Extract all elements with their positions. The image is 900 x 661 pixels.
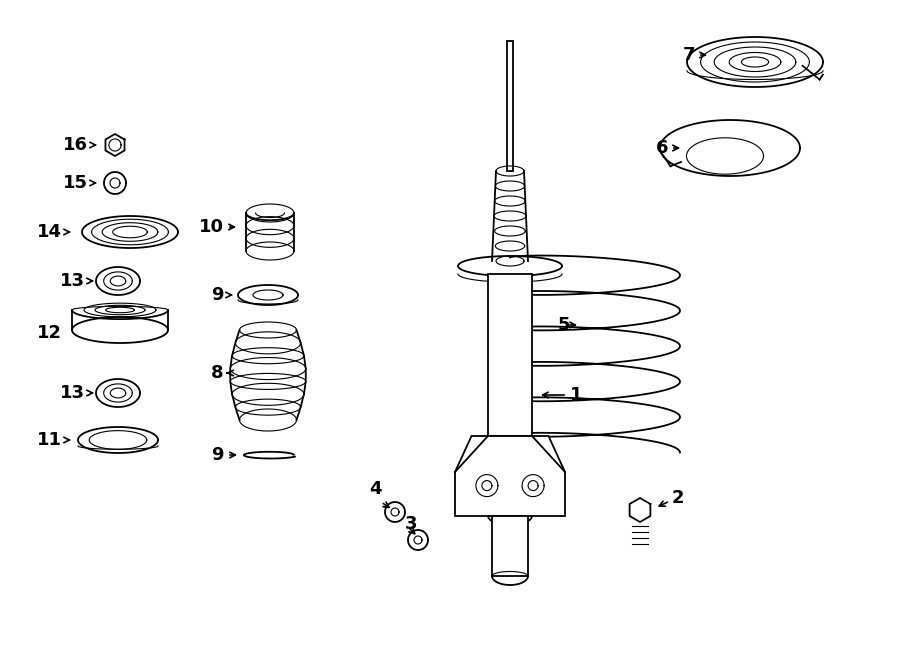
Text: 7: 7 xyxy=(682,46,695,64)
Bar xyxy=(492,516,528,576)
Text: 3: 3 xyxy=(405,515,418,533)
Text: 16: 16 xyxy=(63,136,88,154)
Text: 5: 5 xyxy=(557,316,570,334)
Text: 10: 10 xyxy=(199,218,224,236)
Polygon shape xyxy=(455,436,565,516)
Text: 13: 13 xyxy=(60,384,85,402)
Bar xyxy=(507,41,513,171)
Text: 13: 13 xyxy=(60,272,85,290)
Text: 1: 1 xyxy=(570,386,582,404)
Text: 11: 11 xyxy=(37,431,62,449)
Text: 4: 4 xyxy=(369,480,382,498)
Text: 2: 2 xyxy=(672,489,685,507)
Bar xyxy=(488,274,532,436)
Text: 14: 14 xyxy=(37,223,62,241)
Text: 6: 6 xyxy=(655,139,668,157)
Text: 8: 8 xyxy=(212,364,224,382)
Text: 9: 9 xyxy=(212,446,224,464)
Text: 15: 15 xyxy=(63,174,88,192)
Text: 12: 12 xyxy=(37,324,62,342)
Text: 9: 9 xyxy=(212,286,224,304)
